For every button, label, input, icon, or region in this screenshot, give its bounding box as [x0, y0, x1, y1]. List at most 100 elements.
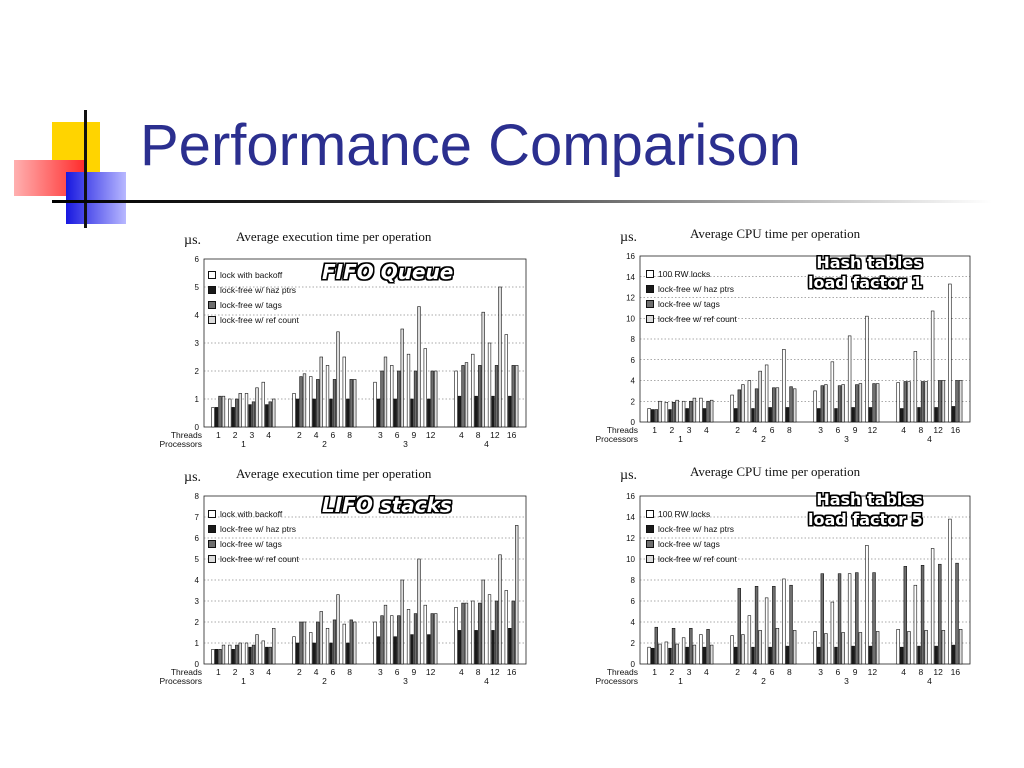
- bar-lock-free-w-tags: [316, 379, 320, 428]
- x-tick-label: 6: [395, 667, 400, 677]
- y-tick-label: 1: [195, 639, 200, 648]
- bar-lock-with-backoff: [244, 642, 249, 665]
- x-tick-label: 8: [919, 425, 924, 435]
- legend-swatch: [208, 300, 216, 309]
- bar-lock-free-w-tags: [737, 389, 742, 423]
- bar-lock-free-w-haz-ptrs: [900, 646, 904, 665]
- bar-lock-free-w-tags: [461, 602, 465, 665]
- x-tick-label: 12: [933, 425, 943, 435]
- bar-lock-with-backoff: [342, 356, 346, 428]
- bar-lock-free-w-tags: [316, 621, 320, 665]
- bar-lock-free-w-tags: [689, 400, 693, 423]
- bar-lock-free-w-tags: [430, 370, 434, 428]
- bar-lock-free-w-ref-count: [302, 373, 307, 428]
- bar-100-rw-locks: [896, 629, 900, 665]
- legend-label: lock-free w/ tags: [658, 298, 720, 309]
- bar-lock-free-w-tags: [218, 649, 222, 665]
- x-tick-label: 4: [704, 667, 709, 677]
- bar-lock-with-backoff: [373, 621, 377, 665]
- bar-lock-free-w-tags: [397, 615, 401, 665]
- bar-lock-with-backoff: [211, 407, 215, 428]
- bar-lock-free-w-ref-count: [758, 370, 762, 423]
- chart-annotation: Hash tables load factor 1: [808, 253, 923, 293]
- bar-lock-with-backoff: [325, 628, 330, 665]
- bar-lock-free-w-tags: [789, 584, 793, 665]
- bar-lock-free-w-ref-count: [464, 362, 469, 428]
- bar-lock-with-backoff: [471, 600, 475, 665]
- bar-100-rw-locks: [730, 635, 734, 665]
- legend-item: lock-free w/ tags: [208, 536, 299, 551]
- accent-blue-square: [66, 172, 126, 224]
- bar-lock-free-w-tags: [251, 401, 256, 428]
- bar-lock-free-w-ref-count: [907, 631, 911, 665]
- bar-lock-free-w-tags: [511, 365, 515, 428]
- bar-100-rw-locks: [896, 382, 900, 423]
- bar-lock-free-w-haz-ptrs: [917, 645, 921, 665]
- bar-lock-with-backoff: [423, 348, 427, 428]
- bar-lock-free-w-tags: [299, 621, 303, 665]
- bar-lock-free-w-haz-ptrs: [817, 646, 821, 665]
- bar-lock-free-w-tags: [671, 628, 676, 665]
- legend-swatch: [646, 539, 654, 548]
- bar-lock-free-w-haz-ptrs: [785, 407, 790, 423]
- x-tick-label: 4: [266, 667, 271, 677]
- bar-lock-free-w-ref-count: [383, 604, 388, 665]
- x-tick-label: 8: [476, 667, 481, 677]
- x-tick-label: 2: [670, 425, 675, 435]
- bar-lock-free-w-haz-ptrs: [329, 398, 333, 428]
- bar-lock-free-w-haz-ptrs: [768, 407, 772, 423]
- bar-lock-with-backoff: [373, 381, 377, 428]
- bar-lock-with-backoff: [454, 607, 458, 665]
- bar-lock-with-backoff: [471, 353, 475, 428]
- x-tick-label: 2: [735, 667, 740, 677]
- x-tick-label: 6: [331, 667, 336, 677]
- bar-lock-free-w-haz-ptrs: [734, 408, 738, 423]
- bar-lock-free-w-tags: [413, 613, 418, 665]
- bar-lock-free-w-haz-ptrs: [817, 408, 821, 423]
- bar-lock-free-w-tags: [689, 628, 693, 665]
- x-tick-label: 4: [704, 425, 709, 435]
- bar-lock-free-w-tags: [218, 395, 222, 428]
- title-underline: [52, 200, 992, 203]
- bar-lock-free-w-haz-ptrs: [457, 395, 462, 428]
- bar-lock-free-w-ref-count: [498, 286, 502, 428]
- x-tick-label: 3: [687, 667, 692, 677]
- bar-lock-free-w-haz-ptrs: [457, 630, 462, 665]
- bar-100-rw-locks: [681, 400, 686, 423]
- x-tick-label: 9: [853, 425, 858, 435]
- bar-lock-free-w-ref-count: [841, 632, 845, 665]
- y-tick-label: 4: [631, 377, 636, 386]
- bar-lock-free-w-tags: [332, 379, 337, 428]
- legend-label: lock-free w/ haz ptrs: [658, 523, 735, 534]
- bar-100-rw-locks: [930, 548, 935, 665]
- bar-lock-with-backoff: [390, 615, 394, 665]
- legend-item: 100 RW locks: [646, 266, 737, 281]
- legend-item: lock-free w/ tags: [208, 297, 299, 312]
- y-tick-label: 0: [631, 660, 636, 669]
- processor-group-label: 2: [761, 434, 766, 444]
- bar-100-rw-locks: [699, 397, 703, 423]
- bar-lock-free-w-haz-ptrs: [248, 646, 252, 665]
- bar-100-rw-locks: [830, 601, 835, 665]
- y-tick-label: 12: [626, 534, 635, 543]
- bar-lock-free-w-ref-count: [515, 365, 519, 428]
- bar-100-rw-locks: [913, 584, 918, 665]
- processors-label: Processors: [160, 676, 202, 686]
- y-tick-label: 0: [195, 423, 200, 432]
- chart-title: Average CPU time per operation: [690, 226, 861, 241]
- bar-lock-free-w-haz-ptrs: [951, 644, 956, 665]
- chart-annotation: Hash tables load factor 5: [808, 490, 923, 530]
- bar-lock-with-backoff: [228, 644, 232, 665]
- bar-100-rw-locks: [865, 545, 869, 665]
- bar-100-rw-locks: [813, 631, 817, 665]
- bar-lock-free-w-ref-count: [336, 594, 340, 665]
- x-tick-label: 4: [314, 667, 319, 677]
- x-tick-label: 3: [250, 430, 255, 440]
- bar-lock-free-w-haz-ptrs: [410, 634, 414, 665]
- x-tick-label: 1: [216, 430, 221, 440]
- bar-lock-with-backoff: [292, 393, 296, 428]
- processor-group-label: 3: [403, 676, 408, 686]
- bar-lock-free-w-ref-count: [775, 387, 780, 423]
- bar-lock-free-w-haz-ptrs: [427, 398, 431, 428]
